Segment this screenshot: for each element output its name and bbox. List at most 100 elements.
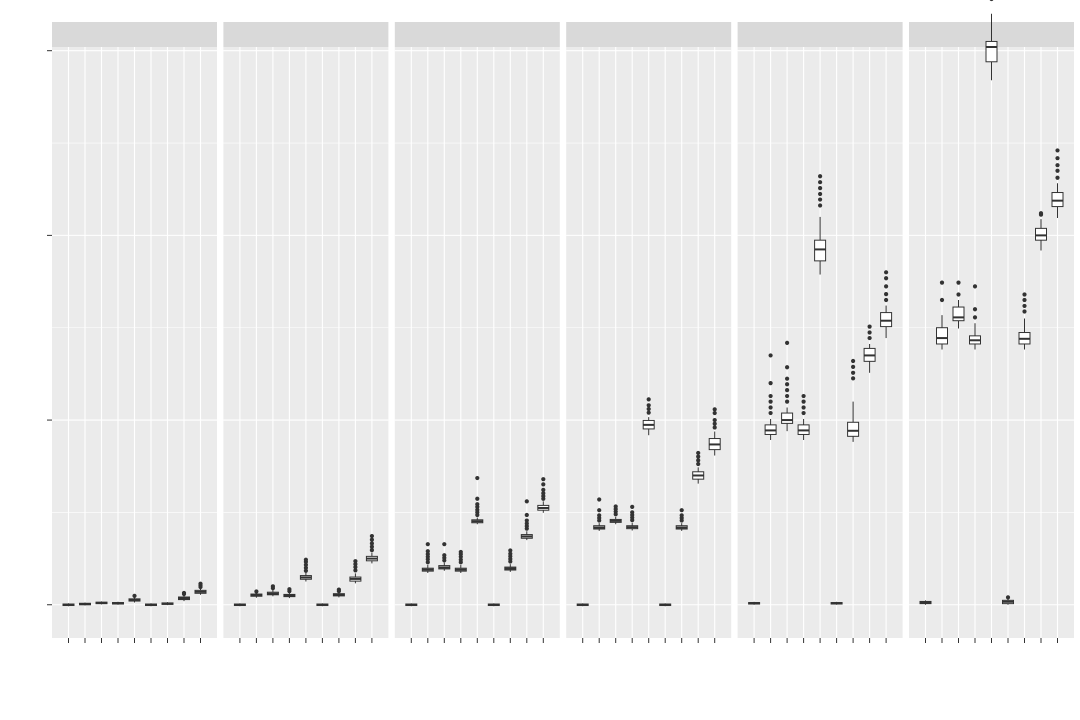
box (1035, 211, 1047, 643)
outlier-point (956, 292, 961, 297)
outlier-point (303, 557, 308, 562)
outlier-point (712, 421, 717, 426)
facet-strip (394, 22, 560, 47)
box (985, 0, 998, 643)
box (266, 584, 279, 643)
outlier-point (353, 559, 358, 564)
box (421, 542, 434, 643)
outlier-point (475, 496, 480, 501)
box (349, 559, 362, 643)
facet-strip (566, 22, 732, 47)
outlier-point (785, 399, 790, 404)
outlier-point (1055, 168, 1060, 173)
box (764, 353, 777, 643)
box-body (952, 306, 965, 322)
box (62, 603, 75, 643)
outlier-point (369, 544, 374, 549)
box (332, 587, 345, 643)
outlier-point (1055, 156, 1060, 161)
outlier-point (1055, 175, 1060, 180)
outlier-point (768, 393, 773, 399)
facet-strip (52, 22, 217, 47)
facet-panel (394, 22, 560, 643)
outlier-point (425, 552, 430, 557)
outlier-point (851, 376, 856, 381)
outlier-point (768, 405, 773, 410)
outlier-point (541, 491, 546, 496)
box-body (985, 40, 998, 63)
box (863, 324, 876, 643)
outlier-point (303, 565, 308, 570)
outlier-point (1022, 303, 1027, 309)
outlier-point (801, 393, 806, 399)
box (365, 533, 378, 643)
facet-panel (223, 22, 389, 643)
facet-strip (223, 22, 389, 47)
outlier-point (646, 406, 651, 412)
outlier-point (712, 417, 717, 423)
box (520, 499, 533, 643)
outlier-point (303, 562, 308, 567)
outlier-point (336, 587, 341, 592)
box-body (1035, 227, 1047, 241)
box (797, 393, 810, 643)
outlier-point (541, 487, 546, 492)
outlier-point (442, 542, 447, 547)
outlier-point (818, 197, 823, 202)
box (1051, 148, 1064, 643)
outlier-point (630, 504, 635, 509)
outlier-point (508, 548, 513, 553)
outlier-point (458, 549, 463, 555)
box (145, 603, 157, 643)
outlier-point (646, 397, 651, 402)
outlier-point (524, 518, 529, 523)
box (880, 270, 893, 643)
outlier-point (1022, 309, 1027, 314)
outlier-point (785, 340, 790, 345)
outlier-point (425, 549, 430, 554)
outlier-point (132, 593, 137, 598)
facet-strip (737, 22, 903, 47)
box (233, 603, 246, 643)
outlier-point (785, 376, 790, 381)
outlier-point (646, 410, 651, 415)
box (969, 284, 981, 643)
outlier-point (369, 533, 374, 539)
outlier-point (369, 541, 374, 546)
outlier-point (884, 284, 889, 289)
outlier-point (254, 589, 259, 594)
outlier-point (851, 370, 856, 375)
outlier-point (785, 388, 790, 393)
box (95, 601, 108, 643)
outlier-point (442, 553, 447, 558)
outlier-point (369, 547, 374, 553)
outlier-point (270, 584, 275, 589)
outlier-point (287, 587, 292, 592)
outlier-point (458, 557, 463, 562)
outlier-point (972, 315, 978, 320)
outlier-point (989, 0, 994, 2)
outlier-point (768, 399, 773, 404)
box-body (1051, 192, 1064, 208)
outlier-point (972, 307, 978, 312)
outlier-point (696, 458, 701, 463)
box (1002, 595, 1014, 643)
box (692, 450, 705, 643)
outlier-point (353, 564, 358, 570)
outlier-point (696, 461, 701, 467)
outlier-point (1055, 163, 1060, 168)
box (299, 557, 312, 643)
box (626, 504, 639, 643)
box-body (880, 312, 893, 328)
outlier-point (712, 407, 717, 412)
outlier-point (801, 399, 806, 404)
outlier-point (475, 507, 480, 512)
box (487, 603, 500, 643)
outlier-point (867, 330, 872, 335)
outlier-point (956, 280, 961, 285)
outlier-point (851, 358, 856, 364)
box (283, 587, 296, 643)
outlier-point (1005, 595, 1011, 600)
outlier-point (712, 425, 717, 430)
outlier-point (353, 568, 358, 573)
